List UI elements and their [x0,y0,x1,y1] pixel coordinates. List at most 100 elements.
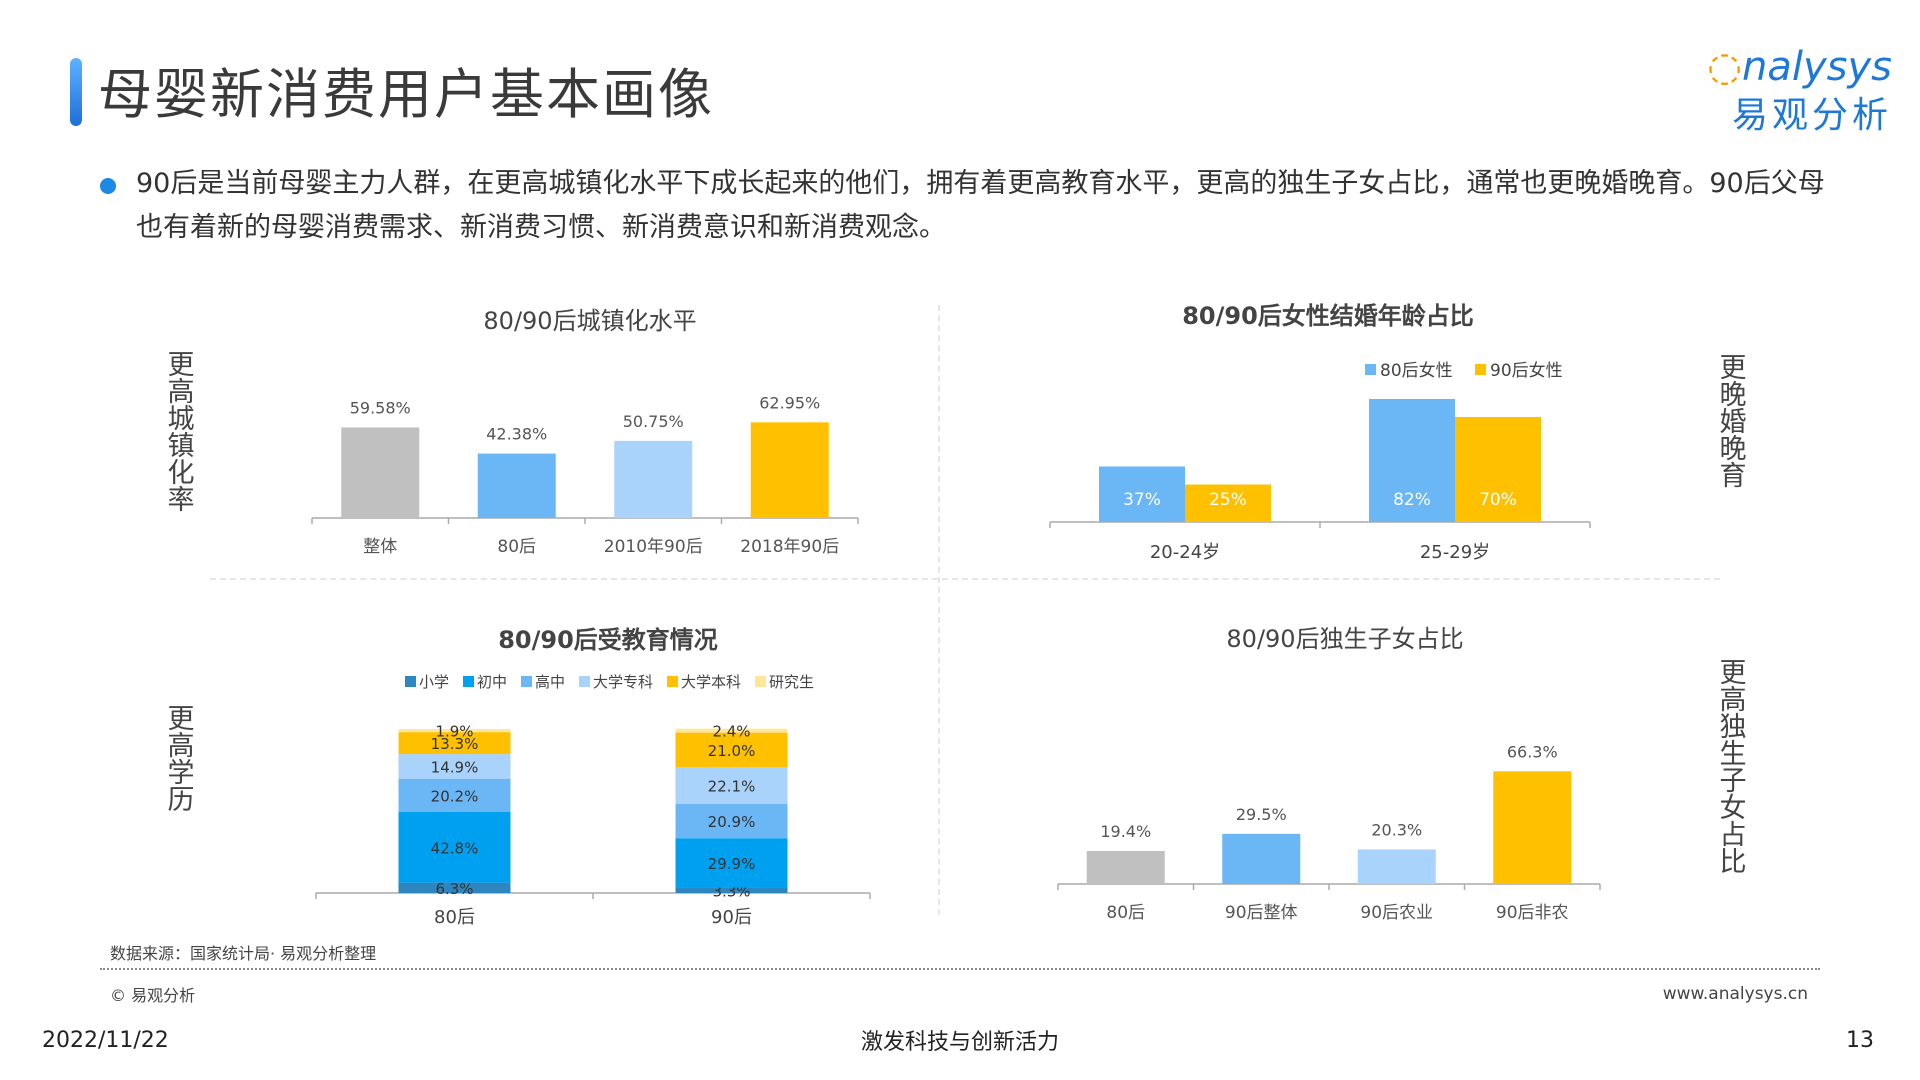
data-label: 50.75% [623,412,684,431]
data-label: 37% [1123,490,1161,510]
segment-4-0 [398,732,511,755]
legend-swatch-1 [1475,364,1486,375]
segment-4-1 [675,732,788,768]
tick-label: 2018年90后 [740,537,839,557]
bar-0 [1086,851,1165,884]
data-label: 66.3% [1507,742,1558,761]
data-label: 25% [1209,490,1247,510]
data-label: 20.9% [708,813,756,831]
analysys-logo: ◌nalysys 易观分析 [1707,44,1892,138]
page-title: 母婴新消费用户基本画像 [98,63,714,126]
tick-label: 2010年90后 [604,537,703,557]
bar-1 [477,453,556,518]
tick-label: 90后整体 [1225,903,1298,923]
segment-5-1 [675,728,788,733]
bar-0 [341,427,420,518]
data-label: 62.95% [759,393,820,412]
legend-swatch-5 [755,676,766,687]
bar-2 [1357,849,1436,884]
data-label: 21.0% [708,742,756,760]
segment-5-0 [398,728,511,733]
legend-label: 90后女性 [1490,361,1563,381]
side-label-education: 更高学历 [167,704,195,816]
data-label: 22.1% [708,778,756,796]
tick-label: 80后 [434,907,475,928]
data-label: 29.9% [708,855,756,873]
bar-2 [614,440,693,518]
chart-title: 80/90后女性结婚年龄占比 [1182,302,1474,330]
bar-1-0 [1185,484,1271,522]
logo-wordmark: ◌nalysys [1707,44,1892,90]
data-label: 82% [1393,490,1431,510]
website-link[interactable]: www.analysys.cn [1662,984,1808,1004]
legend-swatch-4 [667,676,678,687]
segment-3-0 [398,754,511,779]
tick-label: 80后 [1106,903,1145,923]
legend-label: 大学本科 [681,673,741,691]
data-label: 59.58% [350,398,411,417]
bar-1-1 [1455,417,1541,522]
bar-3 [750,422,829,518]
intro-text: 90后是当前母婴主力人群，在更高城镇化水平下成长起来的他们，拥有着更高教育水平，… [136,168,1825,243]
segment-1-1 [675,838,788,888]
copyright: © 易观分析 [110,986,196,1005]
data-label: 6.3% [435,880,473,898]
page-number: 13 [1846,1028,1874,1053]
legend-swatch-2 [521,676,532,687]
legend-label: 小学 [419,673,449,691]
tick-label: 90后农业 [1360,903,1433,923]
bar-0-0 [1099,466,1185,522]
data-label: 2.4% [712,723,750,741]
legend-label: 80后女性 [1380,361,1453,381]
logo-chinese: 易观分析 [1731,95,1892,136]
data-label: 42.38% [486,425,547,444]
legend-swatch-0 [1365,364,1376,375]
legend-swatch-0 [405,676,416,687]
bullet-icon [100,178,116,194]
data-label: 42.8% [431,839,479,857]
tick-label: 80后 [497,537,536,557]
side-label-only-child: 更高独生子女占比 [1719,658,1747,878]
side-label-marriage: 更晚婚晚育 [1719,353,1747,492]
segment-2-0 [398,778,511,812]
side-label-urban: 更高城镇化率 [167,350,195,516]
data-label: 13.3% [431,735,479,753]
data-label: 14.9% [431,758,479,776]
data-label: 70% [1479,490,1517,510]
data-label: 1.9% [435,723,473,741]
tick-label: 25-29岁 [1420,542,1490,563]
legend-label: 高中 [535,673,565,691]
segment-2-1 [675,803,788,839]
data-label: 29.5% [1236,805,1287,824]
bar-1 [1222,833,1301,884]
bar-0-1 [1369,399,1455,522]
date: 2022/11/22 [42,1028,169,1053]
tick-label: 整体 [363,537,397,557]
horizontal-divider [210,578,1720,580]
legend-label: 初中 [477,673,507,691]
legend-swatch-1 [463,676,474,687]
legend-label: 大学专科 [593,673,653,691]
chart-title: 80/90后城镇化水平 [483,307,696,335]
segment-0-0 [398,882,511,893]
segment-1-0 [398,811,511,883]
data-source: 数据来源：国家统计局· 易观分析整理 [110,944,377,963]
chart-title: 80/90后受教育情况 [498,626,718,654]
data-label: 19.4% [1100,822,1151,841]
segment-3-1 [675,767,788,804]
tick-label: 20-24岁 [1150,542,1220,563]
legend-label: 研究生 [769,673,814,691]
vertical-divider [938,305,940,915]
chart-title: 80/90后独生子女占比 [1226,625,1463,653]
footer-divider [100,968,1820,970]
title-accent-bar [70,58,82,126]
legend-swatch-3 [579,676,590,687]
data-label: 20.2% [431,787,479,805]
bar-3 [1493,771,1572,884]
data-label: 20.3% [1371,820,1422,839]
tick-label: 90后 [711,907,752,928]
slogan: 激发科技与创新活力 [860,1030,1059,1055]
tick-label: 90后非农 [1496,903,1569,923]
segment-0-1 [675,887,788,893]
